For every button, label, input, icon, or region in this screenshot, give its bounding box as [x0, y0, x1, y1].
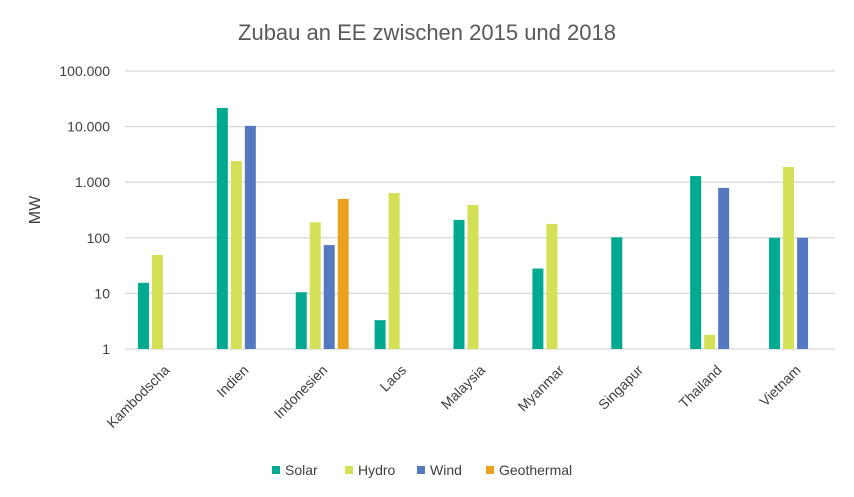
category-label: Laos [376, 362, 409, 395]
legend-label-wind: Wind [430, 462, 462, 478]
bar-geothermal-indonesien [337, 198, 349, 349]
y-tick-label: 100 [87, 230, 111, 246]
bar-solar-vietnam [769, 237, 781, 349]
bar-hydro-thailand [704, 334, 716, 349]
bar-wind-indien [244, 125, 256, 349]
legend-label-solar: Solar [285, 462, 318, 478]
bar-solar-myanmar [532, 268, 544, 349]
bar-solar-kambodscha [137, 282, 149, 349]
y-tick-label: 1.000 [75, 174, 110, 190]
bar-solar-laos [374, 320, 386, 349]
category-label: Myanmar [514, 362, 567, 415]
legend-swatch-wind [417, 466, 425, 474]
y-tick-label: 100.000 [59, 63, 110, 79]
bar-hydro-laos [388, 192, 400, 349]
bar-solar-indien [216, 107, 228, 349]
y-axis-label: MW [27, 195, 44, 224]
category-label: Indonesien [271, 362, 331, 422]
category-label: Kambodscha [103, 362, 172, 431]
category-label: Thailand [676, 362, 725, 411]
bar-hydro-vietnam [783, 166, 795, 349]
bar-hydro-indien [230, 161, 242, 349]
category-label: Vietnam [756, 362, 803, 409]
legend-swatch-geothermal [486, 466, 494, 474]
legend-swatch-solar [272, 466, 280, 474]
bar-solar-singapur [611, 237, 623, 349]
chart-title: Zubau an EE zwischen 2015 und 2018 [238, 20, 616, 45]
bar-hydro-kambodscha [151, 255, 163, 349]
legend-swatch-hydro [345, 466, 353, 474]
legend-label-hydro: Hydro [358, 462, 396, 478]
legend-label-geothermal: Geothermal [499, 462, 572, 478]
category-label: Indien [213, 362, 251, 400]
bar-hydro-myanmar [546, 223, 558, 349]
bar-solar-thailand [690, 176, 702, 349]
y-tick-label: 10 [94, 285, 110, 301]
category-label: Singapur [595, 362, 646, 413]
y-tick-label: 10.000 [67, 119, 110, 135]
category-label: Malaysia [438, 362, 489, 413]
bar-solar-indonesien [295, 292, 307, 349]
bar-wind-thailand [718, 187, 730, 349]
bar-hydro-malaysia [467, 204, 479, 349]
bar-wind-indonesien [323, 245, 335, 349]
bar-hydro-indonesien [309, 222, 321, 349]
bar-wind-vietnam [797, 237, 809, 349]
bar-solar-malaysia [453, 219, 465, 349]
y-tick-label: 1 [102, 341, 110, 357]
